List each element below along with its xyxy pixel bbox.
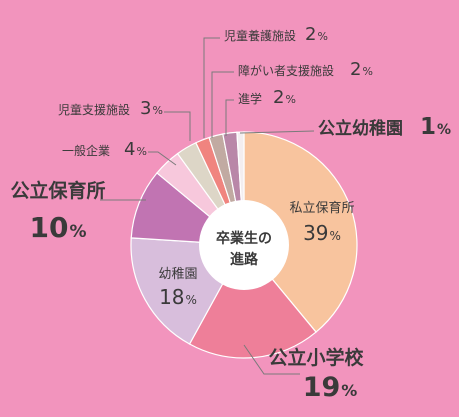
- slice-value-label-3: 10%: [29, 211, 86, 244]
- leader-line-9: [239, 130, 315, 134]
- slice-value-label-6: 2%: [305, 24, 328, 45]
- slice-name-label-0: 私立保育所: [289, 200, 354, 216]
- slice-value-label-8: 2%: [273, 87, 296, 108]
- slice-name-label-2: 幼稚園: [158, 267, 197, 282]
- slice-value-label-7: 2%: [350, 59, 373, 80]
- leader-lines: [100, 37, 315, 375]
- slice-value-label-0: 39%: [303, 221, 341, 245]
- slice-name-label-9: 公立幼稚園: [318, 118, 403, 139]
- slice-value-label-4: 4%: [124, 139, 147, 160]
- slice-value-label-9: 1%: [420, 114, 451, 140]
- center-label-line-1: 卒業生の: [216, 230, 272, 247]
- leader-line-4: [148, 151, 177, 166]
- leader-line-6: [203, 37, 220, 138]
- leader-line-8: [225, 99, 234, 136]
- center-label-line-2: 進路: [230, 251, 259, 268]
- slice-name-label-7: 障がい者支援施設: [238, 63, 334, 78]
- slice-name-label-5: 児童支援施設: [58, 102, 130, 117]
- leader-line-5: [164, 111, 191, 141]
- pie-slice-0: [243, 131, 358, 333]
- leader-line-1: [243, 344, 300, 375]
- slice-name-label-4: 一般企業: [62, 143, 110, 158]
- slice-name-label-6: 児童養護施設: [224, 28, 296, 43]
- center-circle: [199, 200, 289, 290]
- slice-labels: 私立保育所 39% 公立小学校 19% 幼稚園 18% 公立保育所 10% 一般企業 4% 児童支援…: [10, 24, 451, 403]
- slice-name-label-3: 公立保育所: [10, 179, 105, 202]
- slice-name-label-8: 進学: [238, 91, 262, 106]
- slice-value-label-2: 18%: [159, 285, 197, 309]
- slice-value-label-5: 3%: [140, 98, 163, 119]
- pie-slice-1: [188, 243, 317, 359]
- leader-line-7: [211, 71, 234, 138]
- slice-name-label-1: 公立小学校: [268, 346, 364, 369]
- slice-value-label-1: 19%: [303, 372, 358, 403]
